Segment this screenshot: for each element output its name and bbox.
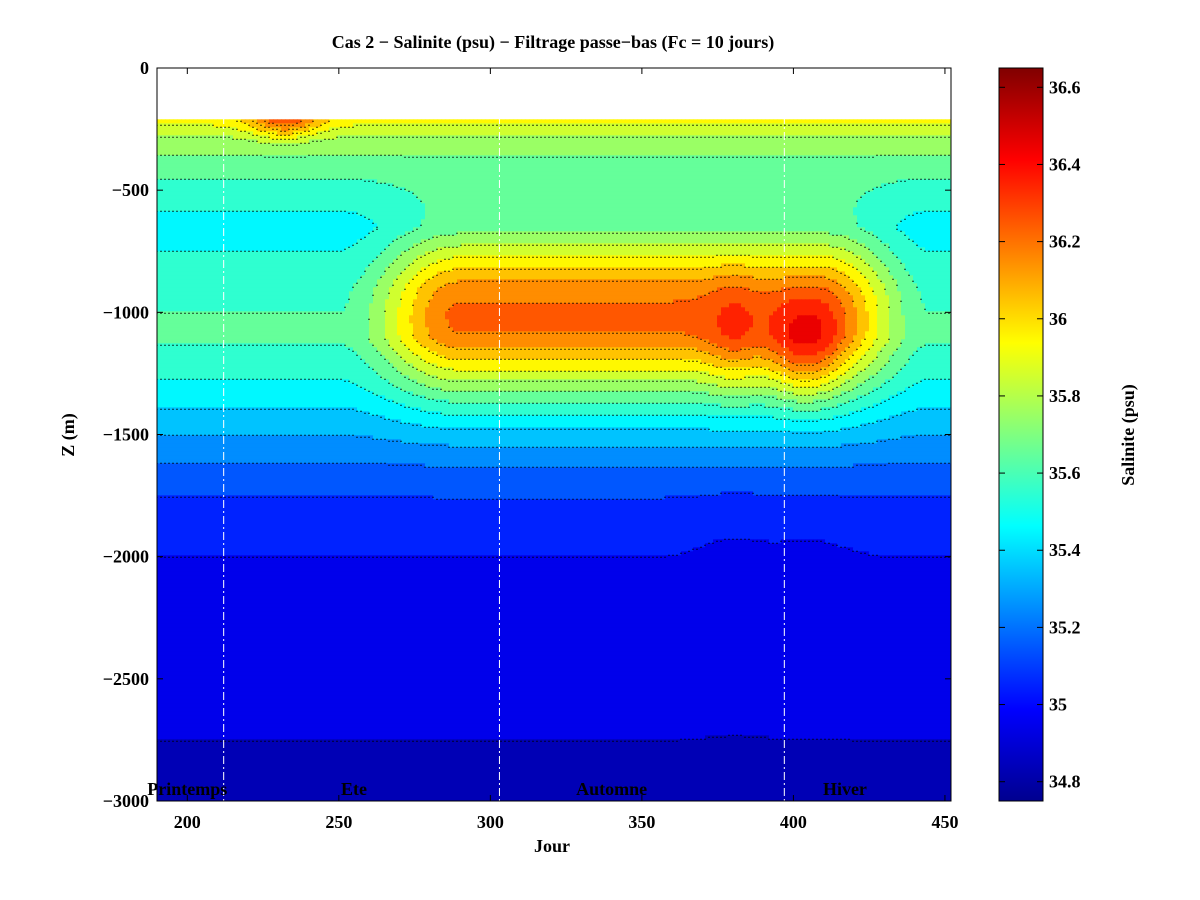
y-axis: 0 −500 −1000 −1500 −2000 −2500 −3000 [103, 58, 951, 811]
y-tick-label: −1500 [103, 425, 149, 445]
y-tick-label: −500 [112, 180, 149, 200]
colorbar-tick-label: 36.2 [1049, 232, 1081, 252]
y-tick-label: −2500 [103, 669, 149, 689]
contour-lines [157, 120, 950, 743]
x-tick-label: 300 [477, 812, 504, 832]
season-label: Printemps [147, 779, 227, 799]
x-tick-label: 450 [931, 812, 958, 832]
colorbar-tick-label: 36.4 [1049, 154, 1081, 174]
y-tick-label: −3000 [103, 791, 149, 811]
season-label: Hiver [823, 779, 867, 799]
salinity-field [157, 119, 951, 801]
season-label: Automne [576, 779, 647, 799]
colorbar-tick-label: 36 [1049, 309, 1067, 329]
colorbar-tick-label: 36.6 [1049, 77, 1081, 97]
chart-title: Cas 2 − Salinite (psu) − Filtrage passe−… [332, 32, 775, 53]
colorbar-tick-label: 35.4 [1049, 540, 1081, 560]
season-dividers [223, 68, 785, 801]
x-tick-label: 350 [628, 812, 655, 832]
y-tick-label: −2000 [103, 547, 149, 567]
y-axis-label: Z (m) [58, 413, 79, 457]
colorbar-tick-label: 35.2 [1049, 617, 1081, 637]
y-tick-label: −1000 [103, 302, 149, 322]
colorbar-tick-label: 35.8 [1049, 386, 1081, 406]
season-label: Ete [341, 779, 367, 799]
colorbar-label: Salinite (psu) [1118, 384, 1139, 486]
x-tick-label: 200 [174, 812, 201, 832]
x-axis: 200 250 300 350 400 450 [174, 68, 958, 832]
colorbar-tick-label: 35.6 [1049, 463, 1081, 483]
x-axis-label: Jour [534, 836, 570, 856]
x-tick-label: 250 [325, 812, 352, 832]
colorbar [998, 67, 1044, 802]
colorbar-tick-label: 35 [1049, 695, 1067, 715]
y-tick-label: 0 [140, 58, 149, 78]
colorbar-tick-label: 34.8 [1049, 772, 1081, 792]
colorbar-ticks: 34.8 35 35.2 35.4 35.6 35.8 36 36.2 36.4 36.6 [999, 77, 1081, 792]
x-tick-label: 400 [780, 812, 807, 832]
season-labels: Printemps Ete Automne Hiver [147, 779, 867, 799]
